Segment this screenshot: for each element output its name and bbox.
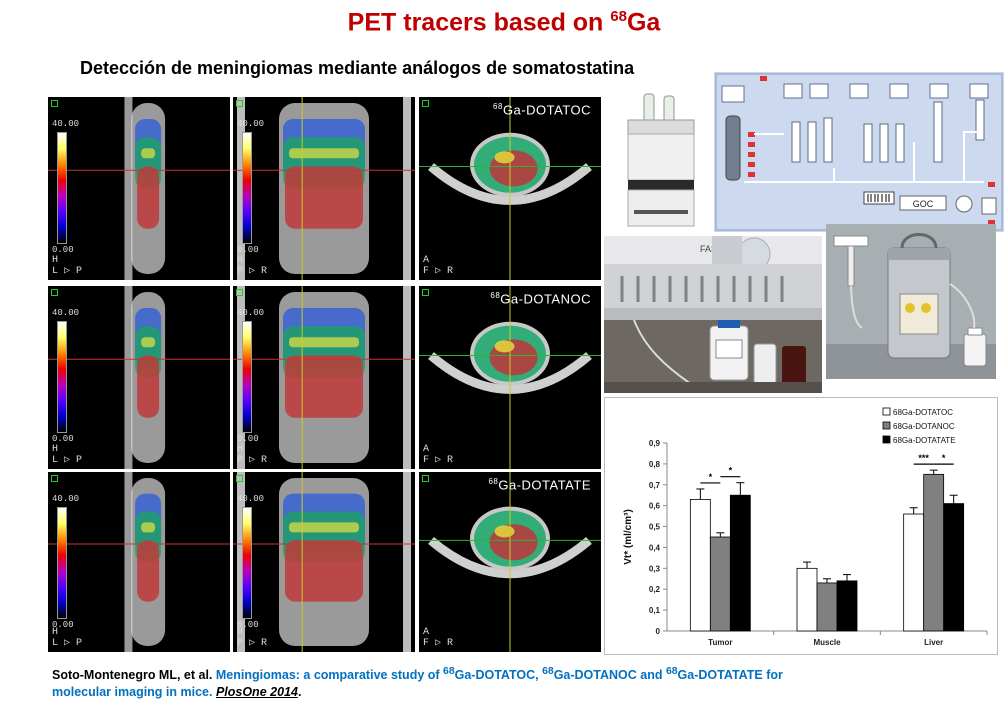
bar-liver-s2 (923, 473, 945, 632)
synthesis-schematic: GOC (714, 72, 1004, 232)
legend-label: 68Ga-DOTATATE (893, 436, 956, 445)
pet-panel-coronal-row2: 40.00 0.00 H P ▷ R (233, 286, 415, 469)
panel-marker-icon (236, 289, 243, 296)
bar-muscle-s1 (796, 567, 818, 632)
significance-label: * (709, 472, 713, 482)
scale-min-label: 0.00 (52, 434, 74, 444)
orientation-label: H P ▷ R (237, 255, 268, 277)
y-tick-label: 0,3 (649, 564, 661, 573)
color-scale-bar (57, 507, 67, 619)
orientation-label: H P ▷ R (237, 444, 268, 466)
scale-max-label: 40.00 (52, 308, 80, 318)
x-tick-label: Liver (924, 638, 943, 647)
panel-marker-icon (422, 475, 429, 482)
panel-marker-icon (51, 100, 58, 107)
color-scale-bar (242, 507, 252, 619)
panel-marker-icon (236, 100, 243, 107)
y-tick-label: 0,8 (649, 460, 661, 469)
module-label: GOC (913, 199, 934, 209)
bar-muscle-s2 (816, 582, 838, 632)
citation-title: Meningiomas: a comparative study of 68Ga… (52, 666, 783, 700)
tracer-label: 68Ga-DOTANOC (490, 291, 591, 307)
scale-min-label: 0.00 (52, 245, 74, 255)
scale-max-label: 40.00 (237, 308, 265, 318)
pet-panel-axial-row3: A F ▷ R 68Ga-DOTATATE (419, 472, 601, 652)
orientation-label: A F ▷ R (423, 255, 454, 277)
panel-marker-icon (422, 100, 429, 107)
legend-label: 68Ga-DOTATOC (893, 408, 953, 417)
color-scale-bar (57, 321, 67, 433)
pet-panel-coronal-row3: 40.00 0.00 H P ▷ R (233, 472, 415, 652)
scale-min-label: 0.00 (237, 434, 259, 444)
scale-max-label: 40.00 (237, 119, 265, 129)
pet-panel-sagittal-row1: 40.00 0.00 H L ▷ P (48, 97, 230, 280)
y-tick-label: 0,6 (649, 502, 661, 511)
bar-tumor-s3 (729, 494, 751, 632)
page-title: PET tracers based on 68Ga (347, 8, 661, 37)
pet-panel-axial-row2: A F ▷ R 68Ga-DOTANOC (419, 286, 601, 469)
y-tick-label: 0 (656, 627, 661, 636)
color-scale-bar (57, 132, 67, 244)
y-tick-label: 0,2 (649, 585, 661, 594)
y-axis-label: Vt* (ml/cm³) (623, 509, 634, 565)
bar-liver-s1 (903, 513, 925, 632)
pet-panel-axial-row1: A F ▷ R 68Ga-DOTATOC (419, 97, 601, 280)
orientation-label: A F ▷ R (423, 444, 454, 466)
orientation-label: H P ▷ R (237, 627, 268, 649)
tracer-label: 68Ga-DOTATATE (488, 477, 591, 493)
color-scale-bar (242, 321, 252, 433)
citation-authors: Soto-Montenegro ML, et al. (52, 668, 213, 683)
x-tick-label: Tumor (708, 638, 732, 647)
scale-max-label: 40.00 (52, 119, 80, 129)
page-subtitle: Detección de meningiomas mediante análog… (80, 58, 635, 78)
chart-svg: 0 0,1 0,2 0,3 0,4 0,5 0,6 0,7 0,8 0,9 Vt* (ml/cm³)… (623, 407, 988, 647)
color-scale-bar (242, 132, 252, 244)
citation: Soto-Montenegro ML, et al. Meningiomas: … (52, 666, 783, 700)
panel-marker-icon (236, 475, 243, 482)
citation-journal[interactable]: PlosOne 2014 (215, 685, 298, 700)
bar-tumor-s1 (689, 499, 711, 632)
panel-marker-icon (51, 289, 58, 296)
shielded-container-photo (826, 224, 996, 379)
scale-min-label: 0.00 (52, 620, 74, 630)
pet-panel-sagittal-row3: 40.00 0.00 H L ▷ P (48, 472, 230, 652)
hplc-instrument-photo (608, 90, 714, 230)
bar-liver-s3 (943, 503, 965, 632)
bar-muscle-s3 (836, 580, 858, 632)
tracer-label: 68Ga-DOTATOC (493, 102, 591, 118)
significance-label: * (942, 453, 946, 463)
scale-min-label: 0.00 (237, 245, 259, 255)
y-tick-label: 0,7 (649, 481, 661, 490)
pet-panel-sagittal-row2: 40.00 0.00 H L ▷ P (48, 286, 230, 469)
significance-label: * (729, 466, 733, 476)
y-tick-label: 0,1 (649, 606, 661, 615)
scale-max-label: 40.00 (237, 494, 265, 504)
y-tick-label: 0,4 (649, 543, 661, 552)
scale-min-label: 0.00 (237, 620, 259, 630)
orientation-label: A F ▷ R (423, 627, 454, 649)
legend-swatch (882, 435, 891, 444)
legend-swatch (882, 421, 891, 430)
bar-tumor-s2 (709, 536, 731, 632)
y-tick-label: 0,5 (649, 523, 661, 532)
panel-marker-icon (422, 289, 429, 296)
y-tick-label: 0,9 (649, 439, 661, 448)
orientation-label: H L ▷ P (52, 255, 83, 277)
scale-max-label: 40.00 (52, 494, 80, 504)
orientation-label: H L ▷ P (52, 627, 83, 649)
significance-label: *** (918, 453, 929, 463)
legend-swatch (882, 407, 891, 416)
fastlab-synthesizer-photo: FASTlab (604, 236, 822, 393)
legend-label: 68Ga-DOTANOC (893, 422, 955, 431)
x-tick-label: Muscle (813, 638, 841, 647)
pet-panel-coronal-row1: 40.00 0.00 H P ▷ R (233, 97, 415, 280)
panel-marker-icon (51, 475, 58, 482)
vt-bar-chart: 0 0,1 0,2 0,3 0,4 0,5 0,6 0,7 0,8 0,9 Vt* (ml/cm³)… (604, 397, 998, 655)
orientation-label: H L ▷ P (52, 444, 83, 466)
